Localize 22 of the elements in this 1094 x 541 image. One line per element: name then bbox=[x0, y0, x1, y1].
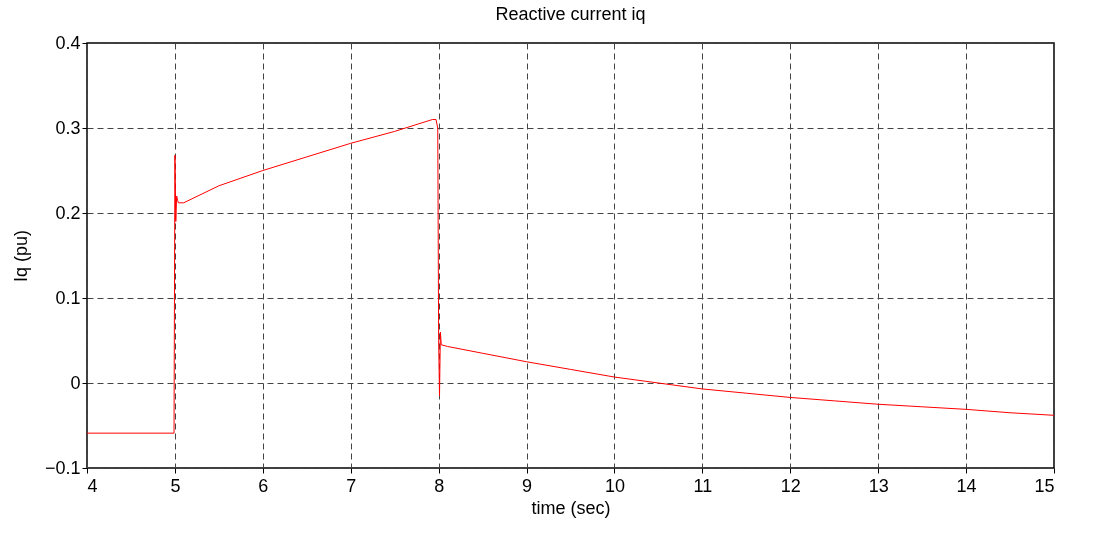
x-tick-label: 5 bbox=[170, 475, 181, 496]
line-series bbox=[87, 119, 1054, 434]
x-tick-label: 12 bbox=[780, 475, 801, 496]
y-tick-label: 0.3 bbox=[55, 117, 81, 138]
x-tick-label: 13 bbox=[868, 475, 889, 496]
x-tick-label: 6 bbox=[258, 475, 269, 496]
y-tick-label: 0.2 bbox=[55, 202, 81, 223]
y-tick-label: −0.1 bbox=[44, 457, 81, 478]
y-tick-label: 0 bbox=[70, 372, 81, 393]
x-tick-label: 15 bbox=[1034, 475, 1055, 496]
y-axis-title: Iq (pu) bbox=[10, 229, 31, 283]
x-tick-label: 4 bbox=[87, 475, 98, 496]
x-tick-label: 8 bbox=[434, 475, 445, 496]
chart-title: Reactive current iq bbox=[495, 4, 646, 24]
x-tick-label: 9 bbox=[522, 475, 533, 496]
x-tick-label: 11 bbox=[693, 475, 713, 496]
x-tick-label: 14 bbox=[956, 475, 977, 496]
x-tick-label: 7 bbox=[346, 475, 357, 496]
x-axis-title: time (sec) bbox=[531, 497, 611, 518]
y-tick-label: 0.4 bbox=[55, 32, 81, 53]
x-tick-label: 10 bbox=[604, 475, 625, 496]
y-tick-label: 0.1 bbox=[55, 287, 81, 308]
